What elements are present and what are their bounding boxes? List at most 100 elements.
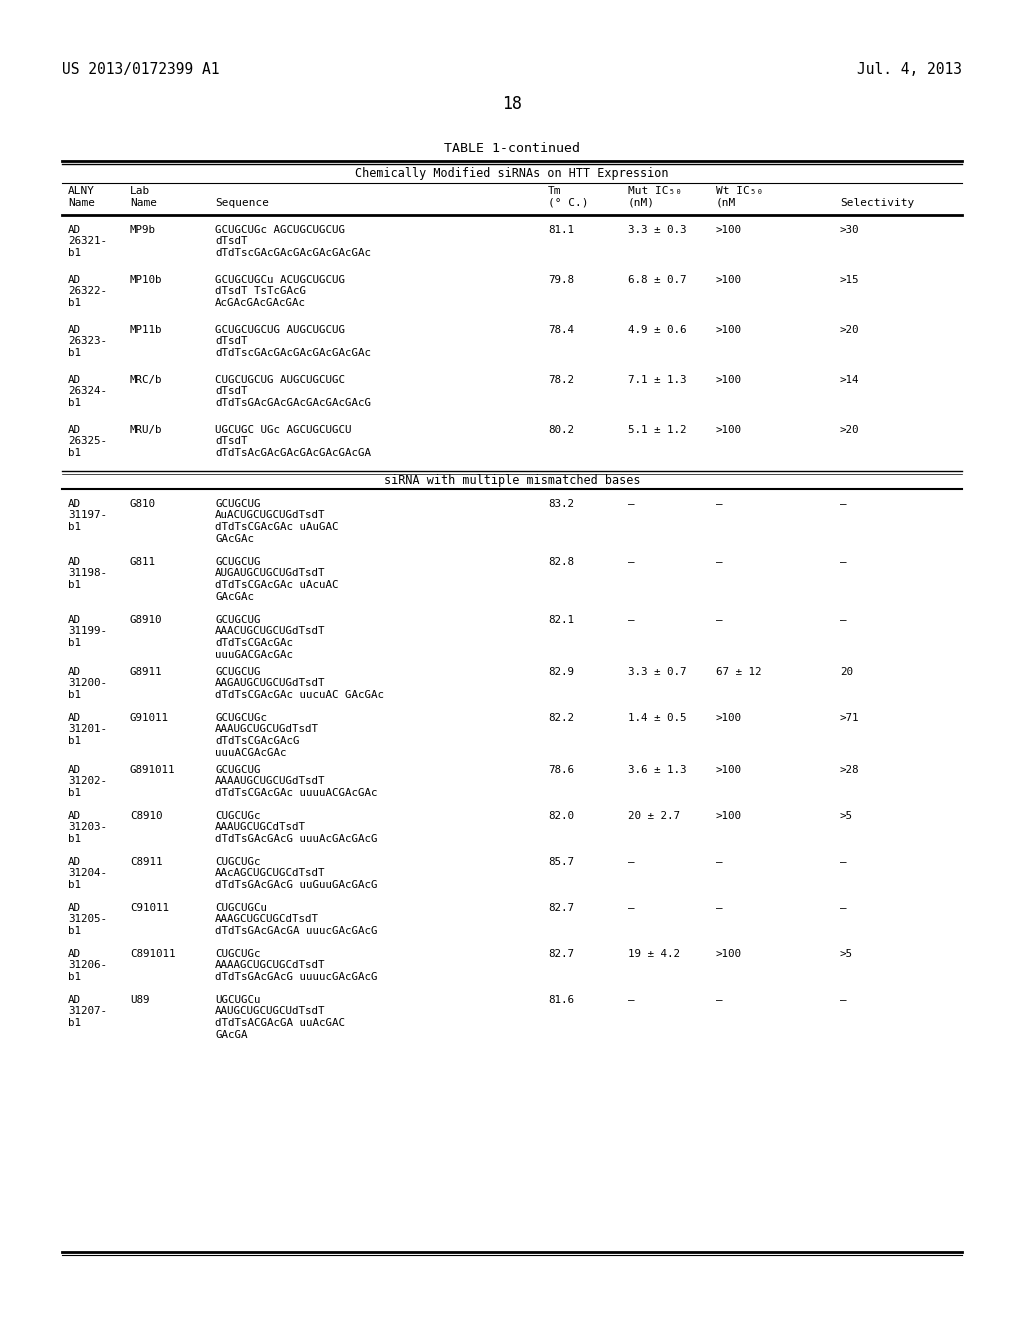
Text: 19 ± 4.2: 19 ± 4.2 xyxy=(628,949,680,960)
Text: dTsdT: dTsdT xyxy=(215,236,248,247)
Text: dTdTsACGAcGA uuAcGAC: dTdTsACGAcGA uuAcGAC xyxy=(215,1018,345,1028)
Text: Lab: Lab xyxy=(130,186,151,195)
Text: 3.3 ± 0.3: 3.3 ± 0.3 xyxy=(628,224,686,235)
Text: 82.8: 82.8 xyxy=(548,557,574,568)
Text: b1: b1 xyxy=(68,399,81,408)
Text: GCUGCUG: GCUGCUG xyxy=(215,615,260,624)
Text: C8911: C8911 xyxy=(130,857,163,867)
Text: dTdTsGAcGAcG uuuAcGAcGAcG: dTdTsGAcGAcG uuuAcGAcGAcG xyxy=(215,834,378,843)
Text: AAcAGCUGCUGCdTsdT: AAcAGCUGCUGCdTsdT xyxy=(215,869,326,879)
Text: —: — xyxy=(716,615,723,624)
Text: ALNY: ALNY xyxy=(68,186,95,195)
Text: Tm: Tm xyxy=(548,186,561,195)
Text: 83.2: 83.2 xyxy=(548,499,574,510)
Text: 82.0: 82.0 xyxy=(548,810,574,821)
Text: Chemically Modified siRNAs on HTT Expression: Chemically Modified siRNAs on HTT Expres… xyxy=(355,168,669,180)
Text: —: — xyxy=(716,995,723,1005)
Text: MP11b: MP11b xyxy=(130,325,163,335)
Text: >20: >20 xyxy=(840,325,859,335)
Text: uuuACGAcGAc: uuuACGAcGAc xyxy=(215,747,287,758)
Text: AAUGCUGCUGCUdTsdT: AAUGCUGCUGCUdTsdT xyxy=(215,1006,326,1016)
Text: dTsdT TsTcGAcG: dTsdT TsTcGAcG xyxy=(215,286,306,297)
Text: b1: b1 xyxy=(68,298,81,308)
Text: 1.4 ± 0.5: 1.4 ± 0.5 xyxy=(628,713,686,723)
Text: dTdTsCGAcGAc uuuuACGAcGAc: dTdTsCGAcGAc uuuuACGAcGAc xyxy=(215,788,378,799)
Text: 31204-: 31204- xyxy=(68,869,106,879)
Text: AD: AD xyxy=(68,375,81,385)
Text: dTsdT: dTsdT xyxy=(215,437,248,446)
Text: CUGCUGCu: CUGCUGCu xyxy=(215,903,267,913)
Text: >5: >5 xyxy=(840,810,853,821)
Text: 26323-: 26323- xyxy=(68,337,106,346)
Text: 5.1 ± 1.2: 5.1 ± 1.2 xyxy=(628,425,686,436)
Text: —: — xyxy=(716,499,723,510)
Text: CUGCUGCUG AUGCUGCUGC: CUGCUGCUG AUGCUGCUGC xyxy=(215,375,345,385)
Text: —: — xyxy=(628,995,635,1005)
Text: 3.3 ± 0.7: 3.3 ± 0.7 xyxy=(628,667,686,677)
Text: dTdTsCGAcGAc uucuAC GAcGAc: dTdTsCGAcGAc uucuAC GAcGAc xyxy=(215,690,384,700)
Text: TABLE 1-continued: TABLE 1-continued xyxy=(444,143,580,154)
Text: >100: >100 xyxy=(716,766,742,775)
Text: GAcGAc: GAcGAc xyxy=(215,533,254,544)
Text: dTdTsGAcGAcG uuuucGAcGAcG: dTdTsGAcGAcG uuuucGAcGAcG xyxy=(215,972,378,982)
Text: —: — xyxy=(840,903,847,913)
Text: Sequence: Sequence xyxy=(215,198,269,207)
Text: 18: 18 xyxy=(502,95,522,114)
Text: UGCUGCu: UGCUGCu xyxy=(215,995,260,1005)
Text: GAcGA: GAcGA xyxy=(215,1030,248,1040)
Text: 31205-: 31205- xyxy=(68,915,106,924)
Text: 78.2: 78.2 xyxy=(548,375,574,385)
Text: dTdTscGAcGAcGAcGAcGAcGAc: dTdTscGAcGAcGAcGAcGAcGAc xyxy=(215,348,371,358)
Text: dTdTsCGAcGAc uAcuAC: dTdTsCGAcGAc uAcuAC xyxy=(215,579,339,590)
Text: AAAAGCUGCUGCdTsdT: AAAAGCUGCUGCdTsdT xyxy=(215,961,326,970)
Text: GCUGCUG: GCUGCUG xyxy=(215,499,260,510)
Text: 81.6: 81.6 xyxy=(548,995,574,1005)
Text: >15: >15 xyxy=(840,275,859,285)
Text: 31199-: 31199- xyxy=(68,627,106,636)
Text: >100: >100 xyxy=(716,275,742,285)
Text: 31198-: 31198- xyxy=(68,569,106,578)
Text: dTdTsCGAcGAc: dTdTsCGAcGAc xyxy=(215,638,293,648)
Text: —: — xyxy=(840,557,847,568)
Text: GCUGCUGCUG AUGCUGCUG: GCUGCUGCUG AUGCUGCUG xyxy=(215,325,345,335)
Text: 31201-: 31201- xyxy=(68,725,106,734)
Text: dTdTsGAcGAcGAcGAcGAcGAcG: dTdTsGAcGAcGAcGAcGAcGAcG xyxy=(215,399,371,408)
Text: GAcGAc: GAcGAc xyxy=(215,591,254,602)
Text: >30: >30 xyxy=(840,224,859,235)
Text: Name: Name xyxy=(130,198,157,207)
Text: GCUGCUG: GCUGCUG xyxy=(215,557,260,568)
Text: AD: AD xyxy=(68,713,81,723)
Text: 82.7: 82.7 xyxy=(548,903,574,913)
Text: 26321-: 26321- xyxy=(68,236,106,247)
Text: US 2013/0172399 A1: US 2013/0172399 A1 xyxy=(62,62,219,77)
Text: dTsdT: dTsdT xyxy=(215,337,248,346)
Text: 31200-: 31200- xyxy=(68,678,106,689)
Text: AUGAUGCUGCUGdTsdT: AUGAUGCUGCUGdTsdT xyxy=(215,569,326,578)
Text: AD: AD xyxy=(68,995,81,1005)
Text: —: — xyxy=(716,557,723,568)
Text: CUGCUGc: CUGCUGc xyxy=(215,810,260,821)
Text: b1: b1 xyxy=(68,927,81,936)
Text: 78.4: 78.4 xyxy=(548,325,574,335)
Text: —: — xyxy=(716,857,723,867)
Text: >100: >100 xyxy=(716,425,742,436)
Text: —: — xyxy=(840,499,847,510)
Text: 6.8 ± 0.7: 6.8 ± 0.7 xyxy=(628,275,686,285)
Text: b1: b1 xyxy=(68,579,81,590)
Text: 7.1 ± 1.3: 7.1 ± 1.3 xyxy=(628,375,686,385)
Text: U89: U89 xyxy=(130,995,150,1005)
Text: AAAGCUGCUGCdTsdT: AAAGCUGCUGCdTsdT xyxy=(215,915,319,924)
Text: b1: b1 xyxy=(68,972,81,982)
Text: AAACUGCUGCUGdTsdT: AAACUGCUGCUGdTsdT xyxy=(215,627,326,636)
Text: 4.9 ± 0.6: 4.9 ± 0.6 xyxy=(628,325,686,335)
Text: 82.9: 82.9 xyxy=(548,667,574,677)
Text: (nM): (nM) xyxy=(628,198,655,207)
Text: C891011: C891011 xyxy=(130,949,175,960)
Text: AD: AD xyxy=(68,667,81,677)
Text: >100: >100 xyxy=(716,375,742,385)
Text: AD: AD xyxy=(68,903,81,913)
Text: >20: >20 xyxy=(840,425,859,436)
Text: AAAUGCUGCdTsdT: AAAUGCUGCdTsdT xyxy=(215,822,306,833)
Text: dTsdT: dTsdT xyxy=(215,387,248,396)
Text: (° C.): (° C.) xyxy=(548,198,589,207)
